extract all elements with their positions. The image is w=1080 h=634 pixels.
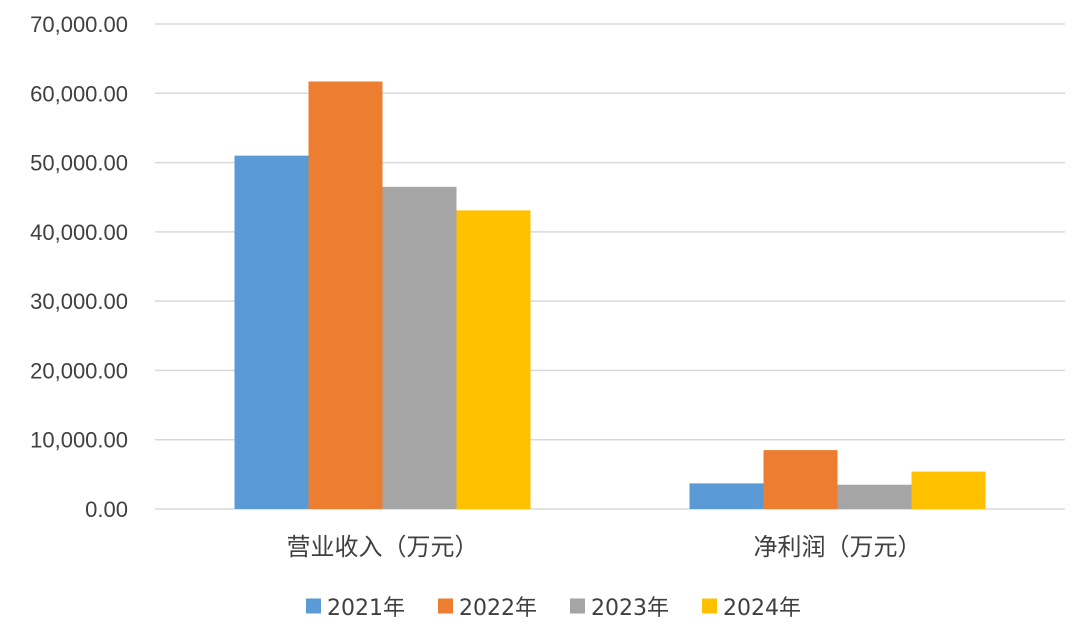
bar-2022年-0 bbox=[308, 81, 383, 509]
legend-swatch bbox=[306, 598, 321, 614]
category-label: 净利润（万元） bbox=[754, 533, 922, 561]
legend-label: 2024年 bbox=[723, 596, 801, 621]
y-tick-label: 50,000.00 bbox=[30, 151, 128, 176]
y-tick-label: 40,000.00 bbox=[30, 220, 128, 245]
y-tick-label: 30,000.00 bbox=[30, 289, 128, 314]
bars bbox=[234, 81, 986, 510]
bar-2024年-1 bbox=[911, 471, 986, 509]
legend: 2021年 2022年 2023年 2024年 bbox=[306, 596, 801, 621]
bar-2021年-0 bbox=[234, 155, 309, 509]
y-axis-tick-labels: 0.00 10,000.00 20,000.00 30,000.00 40,000.00… bbox=[30, 12, 128, 522]
legend-label: 2021年 bbox=[327, 596, 405, 621]
bar-2023年-1 bbox=[837, 484, 912, 509]
category-labels: 营业收入（万元） 净利润（万元） bbox=[287, 533, 922, 561]
bar-2021年-1 bbox=[689, 483, 764, 509]
category-label: 营业收入（万元） bbox=[287, 533, 479, 561]
legend-swatch bbox=[570, 598, 585, 614]
bar-2024年-0 bbox=[456, 210, 531, 509]
legend-swatch bbox=[702, 598, 717, 614]
y-tick-label: 70,000.00 bbox=[30, 12, 128, 37]
bar-2023年-0 bbox=[382, 186, 457, 510]
legend-label: 2023年 bbox=[591, 596, 669, 621]
legend-label: 2022年 bbox=[459, 596, 537, 621]
legend-swatch bbox=[438, 598, 453, 614]
bar-2022年-1 bbox=[763, 450, 838, 509]
y-tick-label: 0.00 bbox=[85, 497, 128, 522]
y-tick-label: 60,000.00 bbox=[30, 81, 128, 106]
y-tick-label: 20,000.00 bbox=[30, 358, 128, 383]
y-tick-label: 10,000.00 bbox=[30, 428, 128, 453]
